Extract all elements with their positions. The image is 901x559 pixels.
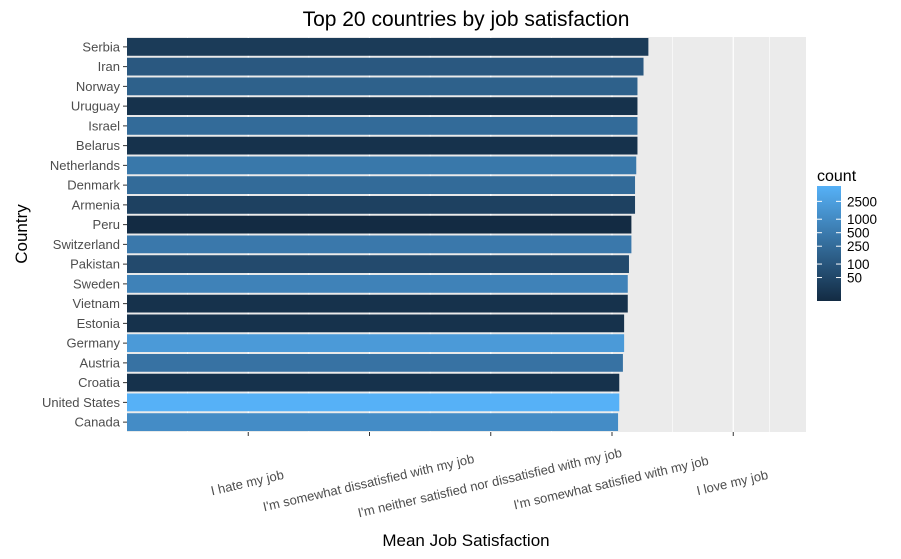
y-tick-label: Pakistan (70, 257, 120, 272)
y-tick-label: Switzerland (53, 237, 120, 252)
bar (127, 393, 620, 412)
x-tick-label: I love my job (695, 467, 769, 498)
legend-label: 50 (847, 271, 862, 286)
legend-label: 2500 (847, 194, 877, 209)
bars (127, 37, 649, 432)
bar (127, 97, 638, 116)
y-tick-label: Peru (93, 217, 120, 232)
plot-panel (127, 37, 806, 432)
bar (127, 373, 620, 392)
y-tick-label: Canada (74, 415, 120, 430)
bar (127, 195, 636, 214)
bar (127, 57, 644, 76)
bar (127, 136, 638, 155)
legend-label: 100 (847, 257, 870, 272)
y-tick-label: Germany (67, 336, 121, 351)
bar (127, 116, 638, 135)
y-axis: Serbia Iran Norway Uruguay Israel Belarus Neth… (42, 39, 127, 430)
bar (127, 176, 636, 195)
legend-title: count (817, 168, 857, 185)
legend-label: 500 (847, 226, 870, 241)
y-tick-label: Denmark (67, 178, 120, 193)
x-axis-title: Mean Job Satisfaction (382, 531, 549, 550)
bar (127, 255, 629, 274)
bar (127, 215, 632, 234)
y-tick-label: Iran (98, 59, 120, 74)
y-tick-label: Uruguay (71, 99, 121, 114)
y-tick-label: Norway (76, 79, 121, 94)
bar (127, 235, 632, 254)
y-tick-label: Serbia (82, 39, 120, 54)
bar (127, 156, 637, 175)
y-tick-label: Vietnam (73, 296, 120, 311)
y-tick-label: Israel (88, 118, 120, 133)
y-tick-label: Croatia (78, 375, 121, 390)
y-tick-label: United States (42, 395, 121, 410)
legend-label: 1000 (847, 212, 877, 227)
legend-label: 250 (847, 239, 870, 254)
y-axis-title: Country (12, 204, 31, 264)
bar (127, 334, 625, 353)
x-tick-label: I hate my job (209, 467, 285, 498)
chart-title: Top 20 countries by job satisfaction (303, 8, 630, 31)
bar (127, 77, 638, 96)
bar (127, 37, 649, 56)
y-tick-label: Sweden (73, 276, 120, 291)
y-tick-label: Austria (80, 355, 121, 370)
bar (127, 314, 625, 333)
legend-colorbar (817, 186, 841, 301)
bar (127, 274, 628, 293)
bar (127, 353, 623, 372)
bar (127, 413, 619, 432)
y-tick-label: Belarus (76, 138, 121, 153)
y-tick-label: Netherlands (50, 158, 121, 173)
y-tick-label: Armenia (72, 197, 121, 212)
bar (127, 294, 628, 313)
y-tick-label: Estonia (77, 316, 121, 331)
